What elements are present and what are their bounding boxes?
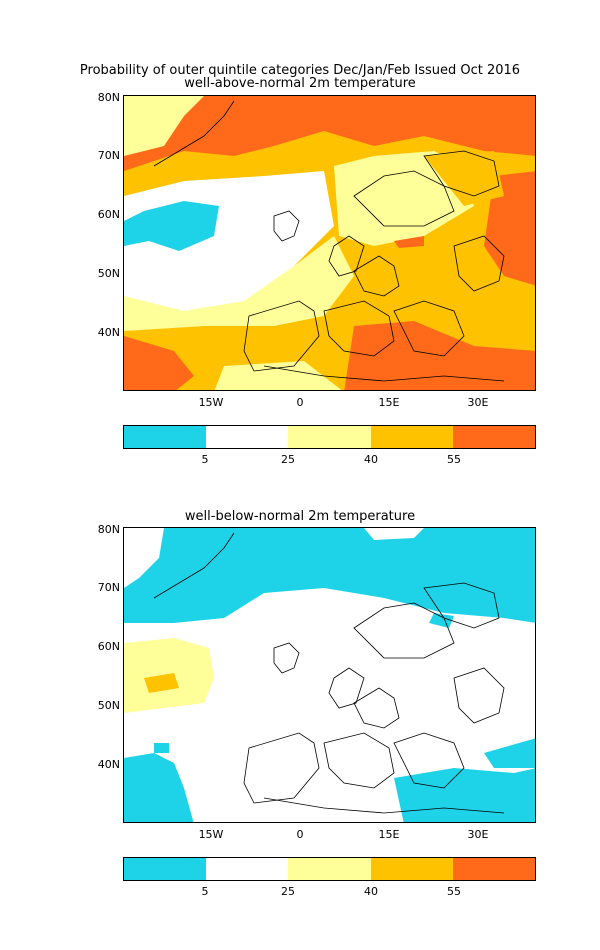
- lon-label-0: 0: [296, 828, 304, 841]
- lat-label-70n: 70N: [97, 149, 120, 162]
- lat-label-60n: 60N: [97, 208, 120, 221]
- colorbar-label-55: 55: [447, 885, 461, 898]
- colorbar-label-55: 55: [447, 453, 461, 466]
- lat-label-60n: 60N: [97, 640, 120, 653]
- lon-label-0: 0: [296, 396, 304, 409]
- colorbar-label-25: 25: [281, 885, 295, 898]
- colorbar-seg: [206, 426, 289, 448]
- colorbar-seg: [452, 858, 536, 880]
- lat-label-40n: 40N: [97, 326, 120, 339]
- colorbar-seg: [124, 858, 207, 880]
- colorbar-label-5: 5: [201, 885, 209, 898]
- panel-1-subtitle: well-above-normal 2m temperature: [184, 76, 416, 91]
- lat-label-50n: 50N: [97, 267, 120, 280]
- colorbar-seg: [206, 858, 289, 880]
- lon-label-15e: 15E: [378, 828, 400, 841]
- colorbar-label-25: 25: [281, 453, 295, 466]
- colorbar-label-5: 5: [201, 453, 209, 466]
- panel-2-subtitle: well-below-normal 2m temperature: [184, 509, 416, 524]
- lat-label-40n: 40N: [97, 758, 120, 771]
- colorbar-2: [123, 857, 536, 881]
- lat-label-80n: 80N: [97, 91, 120, 104]
- colorbar-seg: [124, 426, 207, 448]
- map-well-above-normal: [123, 95, 536, 391]
- map-well-below-normal: [123, 527, 536, 823]
- figure-title: Probability of outer quintile categories…: [79, 63, 521, 78]
- colorbar-seg: [288, 858, 371, 880]
- colorbar-seg: [370, 858, 453, 880]
- lon-label-30e: 30E: [467, 828, 489, 841]
- lat-label-80n: 80N: [97, 523, 120, 536]
- lat-label-70n: 70N: [97, 581, 120, 594]
- lon-label-15w: 15W: [198, 396, 224, 409]
- lon-label-15e: 15E: [378, 396, 400, 409]
- colorbar-seg: [288, 426, 371, 448]
- lon-label-15w: 15W: [198, 828, 224, 841]
- lon-label-30e: 30E: [467, 396, 489, 409]
- lat-label-50n: 50N: [97, 699, 120, 712]
- colorbar-seg: [370, 426, 453, 448]
- colorbar-1: [123, 425, 536, 449]
- colorbar-label-40: 40: [364, 885, 378, 898]
- colorbar-label-40: 40: [364, 453, 378, 466]
- colorbar-seg: [452, 426, 536, 448]
